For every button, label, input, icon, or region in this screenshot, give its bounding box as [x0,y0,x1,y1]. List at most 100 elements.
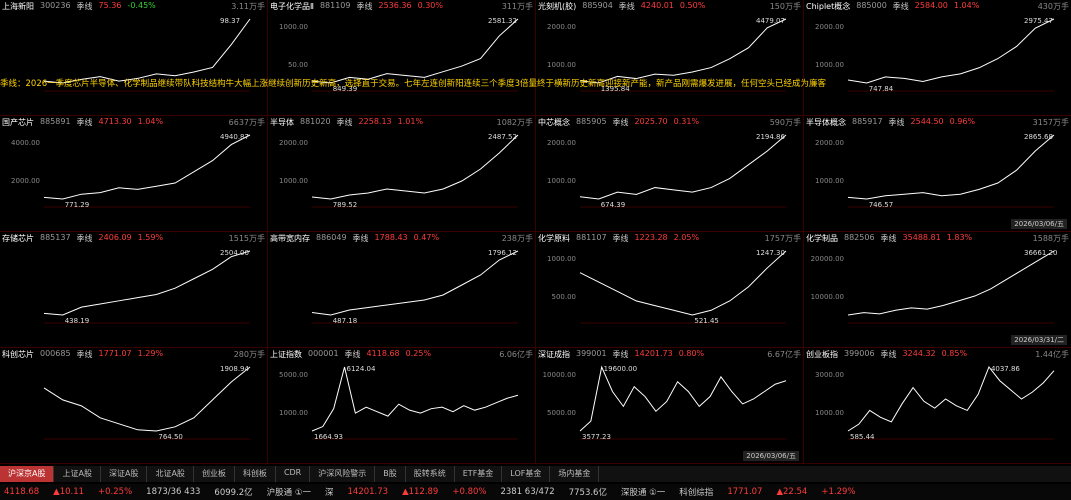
stock-name: 高带宽内存 [270,234,310,243]
panel-header: 光刻机(胶) 885904 季线 4240.01 0.50% 150万手 [538,1,801,13]
price-line [579,134,787,200]
status-item: 科创综指 [679,488,714,498]
stock-name: Chiplet概念 [806,2,851,11]
axis-label: 1000.00 [815,61,844,69]
market-tab[interactable]: 沪深风险警示 [310,466,376,482]
price: 4713.30 [98,117,132,126]
period: 季线 [618,2,635,11]
market-tab[interactable]: CDR [276,466,311,482]
stock-code: 885137 [40,233,71,242]
status-item: 7753.6亿 [568,488,607,498]
low-label: 438.19 [65,317,90,325]
price-line [311,366,519,432]
axis-label: 1000.00 [279,177,308,185]
date-tag: 2026/03/06/五 [1011,219,1067,229]
price-line [847,18,1055,84]
low-label: 1664.93 [314,433,343,441]
market-tabs: 沪深京A股 上证A股 深证A股 北证A股 创业板 科创板 CDR 沪深风险警示 B股 股转系统 ET… [0,466,1071,482]
price: 2406.09 [98,233,132,242]
price-line [311,134,519,200]
panel-header: 半导体 881020 季线 2258.13 1.01% 1082万手 [270,117,533,129]
panel-header: 化学原料 881107 季线 1223.28 2.05% 1757万手 [538,233,801,245]
high-label: 2975.47 [1024,17,1053,25]
market-tab[interactable]: 深证A股 [101,466,148,482]
low-label: 789.52 [333,201,358,209]
panel-header: 半导体概念 885917 季线 2544.50 0.96% 3157万手 [806,117,1069,129]
period: 季线 [880,350,897,359]
low-label: 764.50 [158,433,183,441]
market-tab[interactable]: 科创板 [235,466,276,482]
panel-header: 创业板指 399006 季线 3244.32 0.85% 1.44亿手 [806,349,1069,361]
volume: 1757万手 [764,234,801,243]
volume: 3.11万手 [231,2,265,11]
stock-panel: 电子化学品Ⅱ 881109 季线 2536.36 0.30% 311万手 1000.00 50… [268,0,536,116]
volume: 6.06亿手 [499,350,533,359]
change: 1.29% [137,349,164,358]
change: 0.31% [673,117,700,126]
status-item: 6099.2亿 [214,488,253,498]
panel-header: 深证成指 399001 季线 14201.73 0.80% 6.67亿手 [538,349,801,361]
period: 季线 [76,234,93,243]
price-line [43,366,251,432]
volume: 150万手 [769,2,801,11]
stock-panel: 半导体 881020 季线 2258.13 1.01% 1082万手 2000.00 1000… [268,116,536,232]
status-item: 14201.73 [347,487,389,497]
status-item: +0.80% [452,487,487,497]
axis-label: 2000.00 [547,139,576,147]
stock-name: 化学制品 [806,234,838,243]
market-tab[interactable]: 上证A股 [54,466,101,482]
status-bar: 4118.68 ▲10.11 +0.25% 1873/36 433 6099.2亿 沪股通… [0,484,1071,500]
period: 季线 [76,118,93,127]
status-item: ▲112.89 [402,487,439,497]
period: 季线 [892,2,909,11]
market-tab[interactable]: 场内基金 [550,466,600,482]
high-label: 2487.52 [488,133,517,141]
status-item: 沪股通 ①一 [266,488,311,498]
stock-code: 882506 [844,233,875,242]
low-label: 747.84 [869,85,894,93]
axis-label: 2000.00 [11,177,40,185]
stock-code: 881107 [576,233,607,242]
panel-header: 存储芯片 885137 季线 2406.09 1.59% 1515万手 [2,233,265,245]
low-label: 487.18 [333,317,358,325]
price: 2536.36 [378,1,412,10]
date-tag: 2026/03/31/二 [1011,335,1067,345]
stock-name: 存储芯片 [2,234,34,243]
status-item: 深 [324,488,334,498]
scroll-banner: 季线：2026一季度芯片半导体、化学制品继续带队科技结构牛大幅上涨继续创新历史新… [0,79,827,89]
price: 1771.07 [98,349,132,358]
market-tab[interactable]: 股转系统 [406,466,455,482]
market-tab[interactable]: B股 [375,466,406,482]
mini-chart: 4000.00 2000.00 4940.87 771.29 [11,133,251,209]
volume: 590万手 [769,118,801,127]
market-tab[interactable]: 北证A股 [147,466,194,482]
period: 季线 [76,350,93,359]
axis-label: 2000.00 [815,139,844,147]
status-item: +0.25% [98,487,133,497]
axis-label: 1000.00 [547,177,576,185]
stock-name: 半导体概念 [806,118,846,127]
market-tab[interactable]: LOF基金 [502,466,551,482]
low-label: 521.45 [694,317,719,325]
axis-label: 50.00 [288,61,308,69]
mini-chart: 5000.00 1000.00 6124.04 1664.93 [279,365,519,441]
change: 0.47% [413,233,440,242]
price: 14201.73 [634,349,673,358]
mini-chart: 1796.12 487.18 [311,249,519,325]
change: 1.04% [137,117,164,126]
low-label: 1395.84 [601,85,630,93]
market-tab[interactable]: ETF基金 [455,466,503,482]
stock-code: 885000 [856,1,887,10]
status-item: 深股通 ①一 [620,488,666,498]
market-tab[interactable]: 创业板 [194,466,235,482]
stock-code: 885904 [582,1,613,10]
change: 0.50% [679,1,706,10]
market-tab[interactable]: 沪深京A股 [0,466,55,482]
change: 1.04% [953,1,980,10]
high-label: 6124.04 [347,365,376,373]
status-item: ▲22.54 [776,487,808,497]
volume: 311万手 [501,2,533,11]
change: 2.05% [673,233,700,242]
mini-chart: 10000.00 5000.00 19600.00 3577.23 [543,365,787,441]
price: 2584.00 [914,1,948,10]
